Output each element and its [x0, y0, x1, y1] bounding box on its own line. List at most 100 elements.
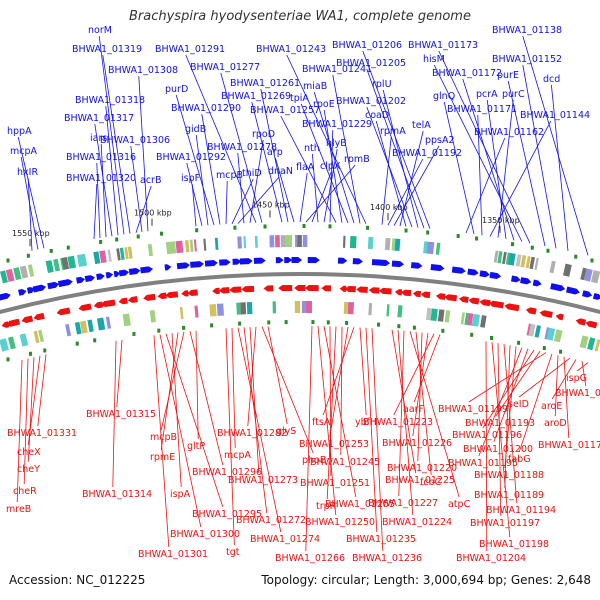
reverse-leader-line: [371, 328, 384, 552]
kbp-tick-label: 1400 kbp: [370, 203, 408, 212]
cog-block: [437, 309, 445, 322]
reverse-gene-arrow: [78, 303, 92, 311]
reverse-leader-line: [231, 327, 236, 449]
forward-gene-arrow: [118, 269, 130, 277]
cog-block: [526, 323, 532, 336]
cog-block: [93, 251, 101, 265]
reverse-gene-label: BHWA1_01273: [228, 475, 298, 486]
reverse-gene-label: BHWA1_01251: [300, 478, 370, 489]
forward-gene-arrow: [337, 257, 348, 264]
feature-marker: [210, 323, 214, 328]
reverse-leader-line: [491, 342, 511, 538]
cog-block: [342, 235, 346, 248]
cog-block: [534, 325, 541, 338]
reverse-gene-label: rpmE: [150, 452, 175, 463]
reverse-gene-label: BHWA1_01253: [299, 439, 369, 450]
forward-leader-line: [551, 84, 569, 251]
reverse-leader-line: [391, 329, 417, 474]
forward-gene-label: BHWA1_01202: [336, 96, 406, 107]
reverse-gene-label: cheR: [13, 486, 37, 497]
reverse-leader-line: [485, 341, 488, 552]
forward-gene-label: BHWA1_01269: [221, 91, 291, 102]
cog-block: [116, 248, 121, 261]
forward-leader-line: [313, 91, 355, 224]
reverse-gene-arrow: [187, 289, 198, 296]
forward-leader-line: [186, 162, 203, 226]
forward-gene-label: BHWA1_01192: [392, 148, 462, 159]
feature-marker: [345, 320, 349, 325]
forward-gene-arrow: [76, 276, 86, 284]
cog-block: [302, 235, 308, 248]
cog-block: [580, 267, 587, 281]
forward-leader-line: [175, 94, 215, 226]
forward-gene-arrow: [105, 272, 114, 279]
cog-block: [435, 242, 441, 255]
reverse-gene-label: BHWA1_01169: [555, 388, 600, 399]
feature-marker: [6, 357, 10, 362]
forward-gene-label: rpoD: [252, 129, 275, 140]
forward-leader-line: [201, 113, 221, 225]
reverse-leader-line: [322, 327, 355, 416]
reverse-leader-line: [23, 358, 29, 485]
forward-leader-line: [381, 136, 392, 225]
reverse-gene-label: aroE: [541, 401, 562, 412]
forward-gene-label: hxIR: [17, 167, 38, 178]
forward-gene-arrow: [190, 261, 204, 268]
reverse-gene-arrow: [412, 290, 422, 298]
feature-marker: [28, 351, 32, 356]
reverse-gene-label: BHWA1_01266: [275, 553, 345, 564]
forward-gene-label: BHWA1_01316: [66, 152, 136, 163]
cog-block: [386, 304, 390, 317]
feature-marker: [93, 338, 97, 343]
reverse-leader-line: [261, 326, 314, 454]
reverse-leader-line: [581, 360, 587, 387]
forward-gene-arrow: [291, 257, 303, 264]
reverse-leader-line: [518, 353, 553, 453]
reverse-gene-arrow: [33, 312, 45, 321]
forward-gene-label: BHWA1_01277: [190, 62, 260, 73]
forward-leader-line: [399, 130, 424, 227]
forward-gene-label: BHWA1_01278: [207, 142, 277, 153]
forward-gene-label: hisM: [423, 54, 445, 65]
reverse-gene-label: cheY: [17, 464, 40, 475]
forward-gene-label: BHWA1_01320: [66, 173, 136, 184]
feature-marker: [267, 320, 271, 325]
forward-gene-label: BHWA1_01241: [302, 64, 372, 75]
forward-gene-label: telA: [412, 120, 431, 131]
reverse-gene-label: BHWA1_01204: [456, 553, 526, 564]
reverse-gene-label: BHWA1_01314: [82, 489, 152, 500]
reverse-gene-label: BHWA1_01200: [463, 444, 533, 455]
forward-gene-arrow: [164, 264, 172, 271]
cog-block: [587, 337, 596, 351]
cog-block: [544, 327, 550, 340]
forward-gene-label: gidB: [185, 124, 206, 135]
forward-gene-label: flaA: [296, 162, 315, 173]
kbp-tick-label: 1350 kbp: [482, 216, 520, 225]
reverse-leader-line: [153, 335, 170, 548]
reverse-gene-arrow: [321, 285, 332, 292]
reverse-gene-label: tgt: [226, 547, 240, 558]
reverse-gene-label: glyS: [276, 426, 296, 437]
cog-block: [280, 235, 286, 248]
reverse-leader-line: [165, 333, 224, 508]
reverse-gene-label: fcbC: [420, 477, 442, 488]
reverse-gene-arrow: [93, 301, 104, 309]
reverse-gene-label: BHWA1_01225: [385, 475, 455, 486]
reverse-leader-line: [329, 326, 349, 438]
forward-strand-genes: [0, 257, 600, 301]
reverse-gene-label: fabG: [508, 454, 531, 465]
forward-leader-line: [465, 137, 506, 234]
reverse-gene-arrow: [378, 287, 392, 295]
forward-leader-line: [185, 54, 257, 223]
reverse-gene-label: BHWA1_01301: [138, 549, 208, 560]
reverse-gene-arrow: [458, 296, 469, 303]
cog-block: [549, 260, 556, 274]
reverse-gene-arrow: [394, 289, 403, 296]
forward-leader-line: [249, 139, 264, 224]
cog-block: [193, 239, 197, 252]
cog-block: [107, 249, 112, 262]
reverse-gene-arrow: [278, 285, 293, 292]
cog-block: [384, 237, 391, 251]
forward-gene-label: purE: [497, 70, 519, 81]
